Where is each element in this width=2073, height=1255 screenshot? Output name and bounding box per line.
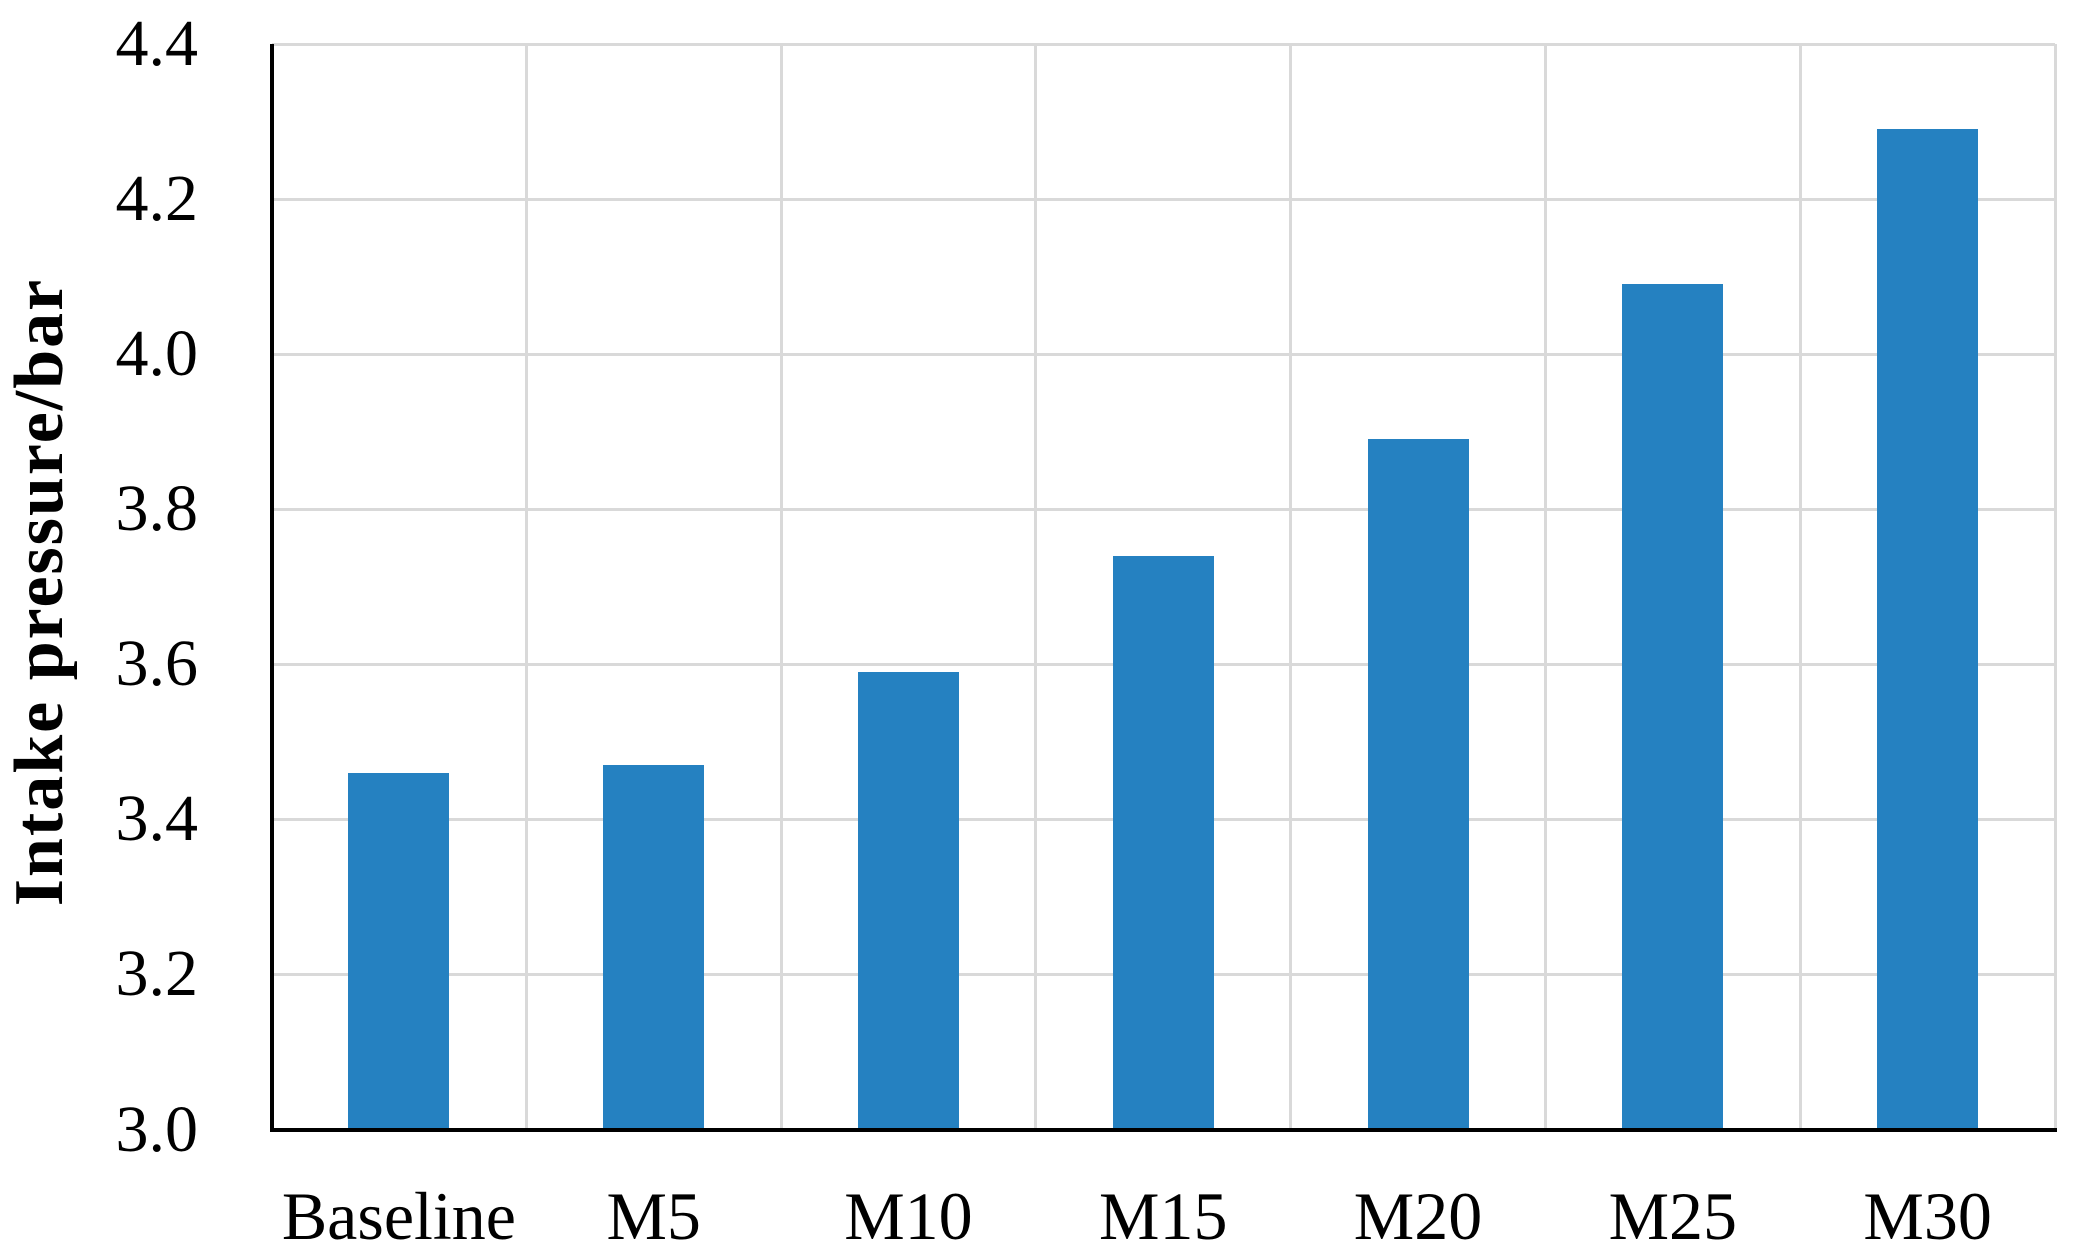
- y-tick-label: 3.6: [115, 627, 199, 701]
- v-gridline: [1543, 44, 1547, 1130]
- x-tick-label: M30: [1863, 1178, 1992, 1254]
- h-gridline: [271, 507, 2055, 511]
- h-gridline: [271, 197, 2055, 201]
- bar-baseline: [348, 772, 450, 1130]
- x-tick-label: Baseline: [281, 1178, 516, 1254]
- bar-m25: [1622, 284, 1724, 1130]
- v-gridline: [524, 44, 528, 1130]
- v-gridline: [2053, 44, 2057, 1130]
- y-tick-label: 4.4: [115, 7, 199, 80]
- x-tick-label: M15: [1099, 1178, 1228, 1254]
- x-tick-label: M25: [1608, 1178, 1738, 1254]
- y-tick-label: 3.8: [115, 472, 199, 546]
- x-tick-label: M5: [606, 1178, 701, 1254]
- x-tick-label: M20: [1353, 1178, 1483, 1254]
- v-gridline: [1289, 44, 1293, 1130]
- v-gridline: [779, 44, 783, 1130]
- x-tick-label: M10: [844, 1178, 973, 1254]
- y-tick-label: 3.4: [115, 782, 199, 856]
- x-axis-line: [269, 1127, 2057, 1132]
- v-gridline: [1034, 44, 1038, 1130]
- y-tick-label: 4.2: [115, 162, 199, 236]
- y-tick-label: 3.0: [115, 1092, 199, 1166]
- v-gridline: [1798, 44, 1802, 1130]
- y-tick-label: 4.0: [115, 317, 199, 391]
- y-axis-line: [269, 44, 274, 1132]
- h-gridline: [271, 352, 2055, 356]
- bar-m10: [857, 672, 959, 1130]
- h-gridline: [271, 42, 2055, 46]
- bar-m20: [1367, 439, 1469, 1130]
- bar-m30: [1877, 129, 1979, 1130]
- bar-m5: [603, 765, 705, 1130]
- bar-m15: [1112, 555, 1214, 1130]
- y-tick-label: 3.2: [115, 937, 199, 1011]
